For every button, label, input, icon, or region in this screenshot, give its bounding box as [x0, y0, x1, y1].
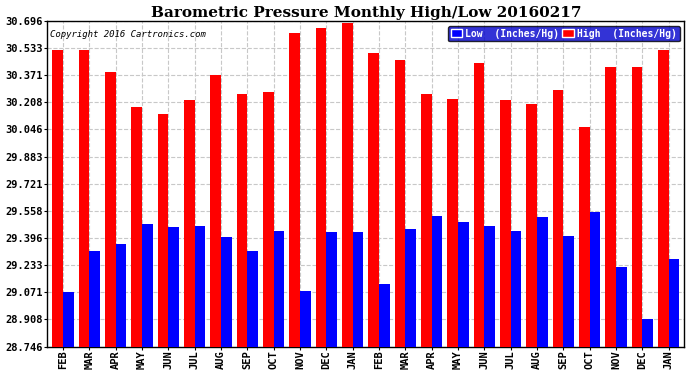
Bar: [590, 212, 600, 346]
Bar: [368, 54, 379, 346]
Bar: [195, 225, 205, 346]
Bar: [553, 90, 563, 346]
Bar: [342, 23, 353, 347]
Bar: [605, 67, 616, 346]
Bar: [447, 99, 458, 346]
Bar: [52, 50, 63, 346]
Bar: [511, 231, 521, 346]
Bar: [168, 227, 179, 346]
Bar: [326, 232, 337, 346]
Bar: [563, 236, 574, 346]
Bar: [221, 237, 232, 346]
Bar: [642, 319, 653, 346]
Bar: [116, 244, 126, 346]
Bar: [500, 100, 511, 346]
Bar: [474, 63, 484, 346]
Bar: [274, 231, 284, 346]
Bar: [353, 232, 363, 346]
Bar: [89, 251, 100, 346]
Bar: [237, 94, 247, 346]
Bar: [105, 72, 116, 346]
Bar: [379, 284, 390, 346]
Bar: [158, 114, 168, 346]
Bar: [669, 259, 679, 347]
Bar: [658, 50, 669, 346]
Bar: [263, 92, 274, 346]
Text: Copyright 2016 Cartronics.com: Copyright 2016 Cartronics.com: [50, 30, 206, 39]
Bar: [632, 67, 642, 346]
Bar: [421, 94, 432, 346]
Bar: [300, 291, 310, 346]
Bar: [79, 50, 89, 346]
Bar: [484, 225, 495, 346]
Bar: [395, 60, 405, 346]
Bar: [63, 292, 74, 346]
Bar: [579, 127, 590, 346]
Bar: [142, 224, 152, 346]
Bar: [184, 100, 195, 346]
Bar: [316, 28, 326, 347]
Bar: [537, 217, 548, 346]
Bar: [526, 104, 537, 346]
Bar: [290, 33, 300, 346]
Bar: [432, 216, 442, 346]
Bar: [458, 222, 469, 346]
Bar: [247, 251, 258, 346]
Bar: [616, 267, 627, 346]
Legend: Low  (Inches/Hg), High  (Inches/Hg): Low (Inches/Hg), High (Inches/Hg): [448, 26, 680, 42]
Bar: [405, 229, 416, 346]
Bar: [210, 75, 221, 347]
Title: Barometric Pressure Monthly High/Low 20160217: Barometric Pressure Monthly High/Low 201…: [150, 6, 581, 20]
Bar: [132, 107, 142, 346]
